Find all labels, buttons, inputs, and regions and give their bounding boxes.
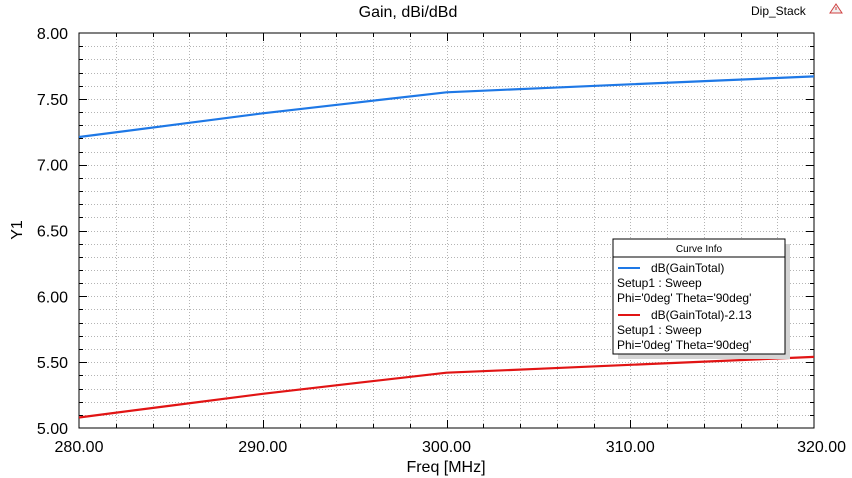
legend-entry: dB(GainTotal)-2.13 Setup1 : Sweep Phi='0… [617,308,752,352]
legend-series-name: dB(GainTotal)-2.13 [651,308,752,322]
x-tick-label: 310.00 [606,439,655,456]
y-tick-label: 6.00 [37,289,68,306]
legend-series-setup: Setup1 : Sweep [617,323,702,337]
x-tick-labels: 280.00 290.00 300.00 310.00 320.00 [55,439,847,456]
x-tick-label: 290.00 [238,439,287,456]
x-tick-label: 280.00 [55,439,104,456]
chart-title: Gain, dBi/dBd [359,4,458,21]
x-tick-label: 300.00 [422,439,471,456]
legend-title: Curve Info [676,244,723,255]
y-tick-label: 5.50 [37,355,68,372]
y-tick-labels: 5.00 5.50 6.00 6.50 7.00 7.50 8.00 [37,26,68,438]
series-line-2 [78,355,815,419]
y-tick-label: 8.00 [37,26,68,43]
legend-series-params: Phi='0deg' Theta='90deg' [617,338,751,352]
warning-icon[interactable] [829,3,843,14]
legend[interactable]: Curve Info dB(GainTotal) Setup1 : Sweep … [612,238,790,359]
series-line-1 [78,75,815,139]
legend-series-setup: Setup1 : Sweep [617,276,702,290]
project-label: Dip_Stack [751,4,807,18]
y-tick-label: 7.00 [37,158,68,175]
y-axis-label: Y1 [9,220,26,240]
y-tick-label: 6.50 [37,224,68,241]
tick-marks [79,33,814,428]
legend-series-name: dB(GainTotal) [651,261,724,275]
series-lines [78,75,815,419]
legend-entry: dB(GainTotal) Setup1 : Sweep Phi='0deg' … [617,261,751,305]
legend-series-params: Phi='0deg' Theta='90deg' [617,291,751,305]
x-tick-label: 320.00 [797,439,846,456]
y-tick-label: 5.00 [37,421,68,438]
y-tick-label: 7.50 [37,92,68,109]
plot-frame [78,32,815,429]
legend-box [612,238,786,355]
x-axis-label: Freq [MHz] [406,459,485,476]
